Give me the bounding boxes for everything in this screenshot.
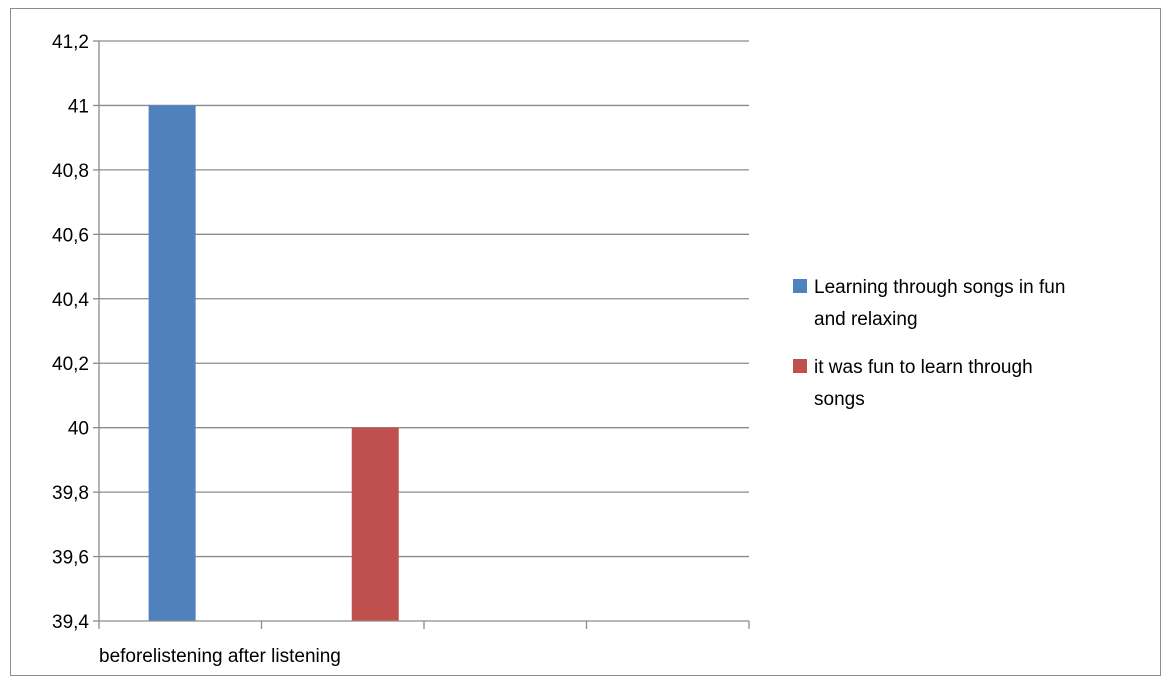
y-tick-label: 40,4	[52, 290, 89, 311]
chart-frame: 39,4 39,6 39,8 40 40,2 40,4 40,6 40,8 41 41,2 bef…	[10, 8, 1161, 676]
legend-swatch	[793, 279, 807, 293]
legend: Learning through songs in fun and relaxin…	[793, 277, 1065, 410]
gridlines	[99, 40, 749, 558]
legend-label: Learning through songs in fun	[814, 277, 1065, 298]
bars	[148, 105, 399, 621]
legend-label: songs	[814, 389, 865, 410]
bar-fun-to-learn	[351, 427, 399, 621]
x-category-labels: beforelistening after listening	[99, 646, 341, 667]
axes	[93, 40, 750, 629]
y-tick-label: 39,6	[52, 548, 89, 569]
legend-label: and relaxing	[814, 309, 918, 330]
bar-chart: 39,4 39,6 39,8 40 40,2 40,4 40,6 40,8 41 41,2 bef…	[52, 32, 1065, 667]
legend-swatch	[793, 359, 807, 373]
legend-label: it was fun to learn through	[814, 357, 1033, 378]
y-tick-label: 41,2	[52, 32, 89, 53]
y-tick-label: 41	[68, 96, 89, 117]
y-tick-label: 40,2	[52, 354, 89, 375]
y-tick-label: 39,4	[52, 612, 89, 633]
y-tick-label: 40	[68, 419, 89, 440]
bar-learning-through-songs	[148, 105, 196, 621]
y-tick-labels: 39,4 39,6 39,8 40 40,2 40,4 40,6 40,8 41 41,2	[52, 32, 89, 633]
y-tick-label: 40,8	[52, 161, 89, 182]
y-tick-label: 40,6	[52, 225, 89, 246]
y-tick-label: 39,8	[52, 483, 89, 504]
